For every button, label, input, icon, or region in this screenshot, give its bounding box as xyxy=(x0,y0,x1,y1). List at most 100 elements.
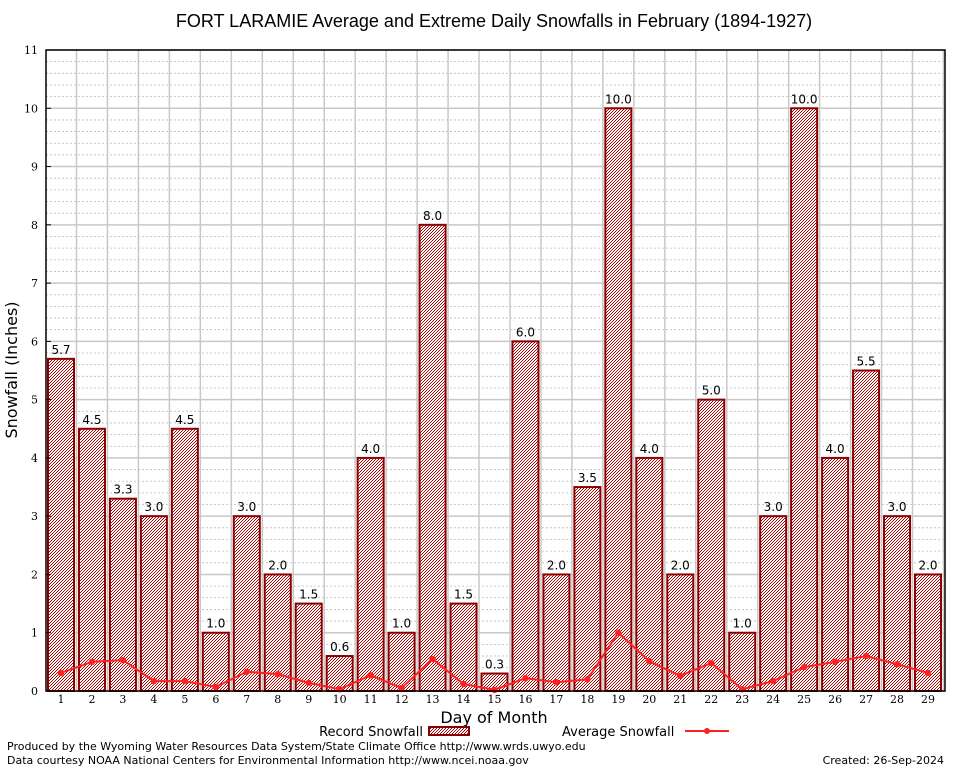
x-tick-label: 29 xyxy=(921,693,935,706)
bar-value-label: 10.0 xyxy=(605,92,632,106)
bar-value-label: 3.3 xyxy=(113,483,132,497)
average-point xyxy=(57,669,65,677)
record-bar xyxy=(232,515,261,692)
average-point xyxy=(893,660,901,668)
x-tick-label: 25 xyxy=(797,693,811,706)
x-tick-label: 23 xyxy=(735,693,749,706)
record-bar xyxy=(790,107,819,693)
record-bar xyxy=(201,631,230,693)
average-point xyxy=(181,677,189,685)
legend-average-marker xyxy=(704,728,710,734)
legend-record-swatch xyxy=(428,726,470,736)
x-tick-label: 7 xyxy=(243,693,250,706)
average-point xyxy=(150,677,158,685)
bar-value-label: 2.0 xyxy=(547,558,566,572)
record-bar xyxy=(77,427,106,692)
average-point xyxy=(460,680,467,688)
average-point xyxy=(88,658,96,666)
y-tick-label: 11 xyxy=(24,44,38,57)
x-tick-label: 3 xyxy=(119,693,126,706)
y-tick-label: 3 xyxy=(31,510,38,523)
x-axis-label: Day of Month xyxy=(440,708,547,727)
x-tick-label: 27 xyxy=(859,693,873,706)
bar-value-label: 1.5 xyxy=(299,588,318,602)
record-bar xyxy=(170,427,199,692)
bar-value-label: 8.0 xyxy=(423,209,442,223)
average-point xyxy=(243,668,250,675)
footer-courtesy: Data courtesy NOAA National Centers for … xyxy=(7,754,529,767)
bar-value-label: 3.0 xyxy=(887,500,906,514)
bar-value-label: 1.0 xyxy=(206,617,225,631)
bar-value-label: 3.0 xyxy=(237,500,256,514)
record-bar xyxy=(573,486,602,692)
x-tick-label: 22 xyxy=(704,693,718,706)
record-bar xyxy=(604,107,633,693)
legend-record-label: Record Snowfall xyxy=(319,725,423,740)
average-point xyxy=(398,684,405,692)
y-tick-label: 6 xyxy=(31,335,38,348)
x-tick-label: 2 xyxy=(88,693,95,706)
x-tick-label: 21 xyxy=(673,693,687,706)
x-tick-label: 20 xyxy=(642,693,656,706)
x-tick-label: 19 xyxy=(611,693,625,706)
x-tick-label: 10 xyxy=(333,693,347,706)
bar-value-label: 4.0 xyxy=(361,442,380,456)
average-point xyxy=(274,670,281,678)
record-bar xyxy=(635,456,664,692)
x-tick-label: 17 xyxy=(549,693,563,706)
x-tick-label: 24 xyxy=(766,693,780,706)
bar-value-label: 0.3 xyxy=(485,658,504,672)
x-tick-label: 28 xyxy=(890,693,904,706)
average-point xyxy=(769,677,777,685)
bar-value-label: 6.0 xyxy=(516,325,535,339)
average-point xyxy=(429,655,436,663)
bar-value-label: 1.5 xyxy=(454,588,473,602)
x-tick-label: 13 xyxy=(426,693,440,706)
plot-border xyxy=(45,49,946,692)
y-tick-label: 5 xyxy=(31,394,38,407)
average-point xyxy=(708,659,715,667)
x-tick-label: 9 xyxy=(305,693,312,706)
bar-value-label: 4.5 xyxy=(175,413,194,427)
record-bar xyxy=(759,515,788,692)
bar-value-label: 10.0 xyxy=(791,92,818,106)
average-point xyxy=(367,672,374,679)
average-point xyxy=(305,679,312,687)
y-tick-label: 10 xyxy=(24,102,38,115)
y-tick-label: 1 xyxy=(31,627,38,640)
record-bar xyxy=(511,340,540,692)
record-bar xyxy=(852,369,881,692)
average-point xyxy=(677,672,684,680)
average-point xyxy=(119,656,127,664)
average-point xyxy=(522,674,529,682)
x-tick-label: 11 xyxy=(364,693,378,706)
record-bar xyxy=(697,398,726,692)
y-tick-label: 2 xyxy=(31,568,38,581)
bar-value-label: 4.0 xyxy=(640,442,659,456)
x-tick-label: 4 xyxy=(150,693,157,706)
bar-value-label: 2.0 xyxy=(671,558,690,572)
average-point xyxy=(212,683,220,691)
record-bar xyxy=(356,456,385,692)
legend: Record Snowfall Average Snowfall xyxy=(319,725,729,740)
average-point xyxy=(924,669,932,677)
x-tick-label: 6 xyxy=(212,693,219,706)
bar-value-label: 3.0 xyxy=(764,500,783,514)
x-tick-label: 5 xyxy=(181,693,188,706)
x-tick-label: 14 xyxy=(457,693,471,706)
chart-title: FORT LARAMIE Average and Extreme Daily S… xyxy=(176,11,812,31)
x-tick-label: 16 xyxy=(518,693,532,706)
record-bar xyxy=(294,602,323,692)
y-tick-label: 7 xyxy=(31,277,38,290)
bar-value-label: 3.0 xyxy=(144,500,163,514)
bar-value-label: 4.5 xyxy=(82,413,101,427)
bar-value-label: 1.0 xyxy=(392,617,411,631)
bar-value-label: 2.0 xyxy=(268,558,287,572)
record-bar xyxy=(418,223,447,692)
y-tick-label: 9 xyxy=(31,161,38,174)
bar-value-label: 4.0 xyxy=(826,442,845,456)
record-bar xyxy=(139,515,168,692)
x-tick-label: 1 xyxy=(58,693,65,706)
bar-value-label: 3.5 xyxy=(578,471,597,485)
